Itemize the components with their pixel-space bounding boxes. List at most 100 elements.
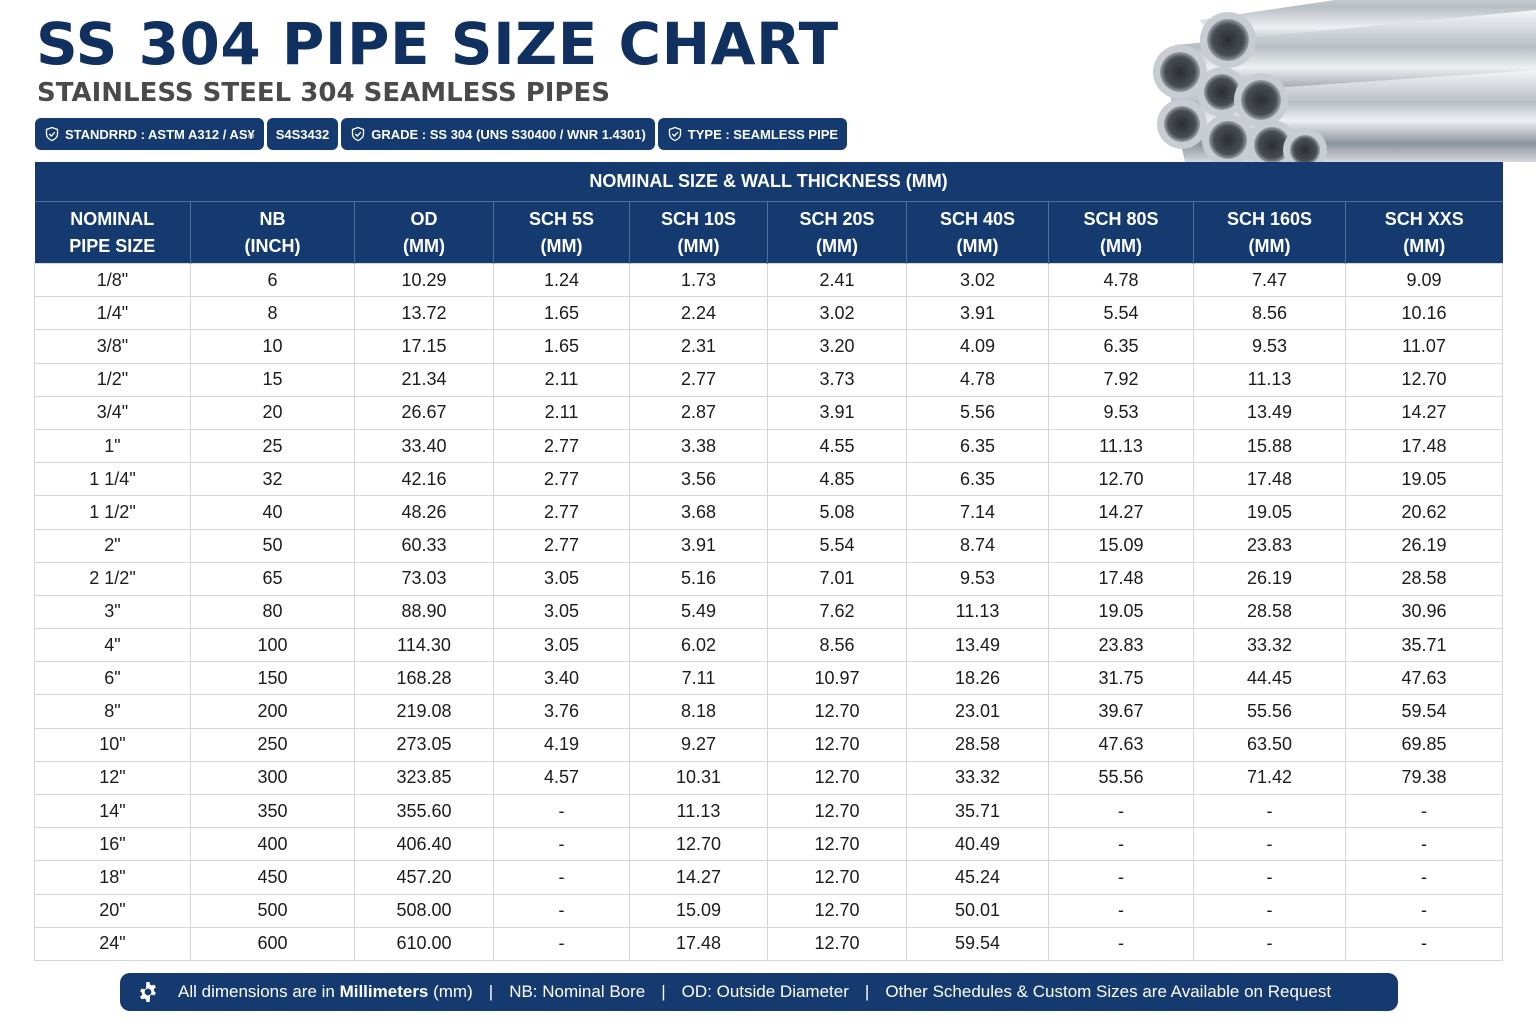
spec-badges: STANDRRD : ASTM A312 / AS¥ S4S3432 GRADE… [35, 118, 848, 150]
table-cell: 7.11 [629, 661, 768, 696]
table-cell: - [1344, 793, 1504, 829]
table-cell: 10 [190, 329, 355, 364]
table-cell: 48.26 [354, 495, 494, 530]
table-column-headers: NOMINAL PIPE SIZE NB (INCH) OD (MM) SCH 5S (MM)… [34, 201, 1503, 264]
table-cell: 20 [190, 395, 355, 430]
table-cell: - [1344, 893, 1504, 928]
grade-badge: GRADE : SS 304 (UNS S30400 / WNR 1.4301) [341, 118, 655, 150]
column-header-line1: NB [259, 208, 286, 229]
table-cell: 1.24 [493, 262, 630, 298]
table-cell: 610.00 [354, 926, 494, 961]
table-cell: 8" [34, 694, 191, 729]
table-cell: 79.38 [1344, 760, 1504, 796]
table-cell: 3.73 [767, 362, 907, 397]
table-cell: 12.70 [629, 827, 768, 862]
table-cell: 500 [190, 893, 355, 928]
table-cell: 600 [190, 926, 355, 961]
table-cell: 450 [190, 860, 355, 895]
table-cell: 12" [34, 760, 191, 796]
table-cell: 3.05 [493, 628, 630, 663]
table-cell: - [1193, 926, 1346, 961]
column-header-line2: (INCH) [244, 235, 301, 256]
table-cell: 5.08 [767, 495, 907, 530]
column-header: SCH XXS (MM) [1344, 201, 1503, 264]
column-header-line2: (MM) [956, 235, 999, 256]
table-row: 1 1/4" 32 42.16 2.77 3.56 4.85 6.35 12.70 17.48 1… [34, 462, 1504, 497]
table-cell: 8 [190, 296, 355, 331]
column-header-line1: SCH 5S [528, 208, 595, 229]
pipe-size-table-container: NOMINAL SIZE & WALL THICKNESS (MM) NOMIN… [34, 162, 1504, 961]
table-cell: 23.83 [1048, 628, 1194, 663]
column-header: SCH 160S (MM) [1193, 201, 1346, 264]
table-cell: 33.32 [1193, 628, 1346, 663]
table-cell: 3.02 [767, 296, 907, 331]
table-cell: - [1344, 926, 1504, 961]
table-cell: - [493, 793, 630, 829]
gear-icon [140, 982, 156, 1002]
table-cell: 3.76 [493, 694, 630, 729]
table-cell: 19.05 [1344, 462, 1504, 497]
table-cell: 2.11 [493, 395, 630, 430]
table-cell: 9.09 [1344, 262, 1504, 298]
table-cell: 1/8" [34, 262, 191, 298]
table-cell: 13.49 [906, 628, 1049, 663]
table-cell: 21.34 [354, 362, 494, 397]
table-cell: 10.29 [354, 262, 494, 298]
table-cell: 12.70 [767, 793, 907, 829]
table-cell: 44.45 [1193, 661, 1346, 696]
table-row: 3/8" 10 17.15 1.65 2.31 3.20 4.09 6.35 9.53 11.07 [34, 329, 1504, 364]
table-cell: 4.78 [906, 362, 1049, 397]
page-subtitle: STAINLESS STEEL 304 SEAMLESS PIPES [37, 78, 611, 108]
table-cell: 33.32 [906, 760, 1049, 796]
table-cell: 2.77 [493, 495, 630, 530]
table-row: 3" 80 88.90 3.05 5.49 7.62 11.13 19.05 28.58 30.9… [34, 594, 1504, 630]
table-cell: 3.05 [493, 594, 630, 630]
table-cell: 26.19 [1193, 561, 1346, 596]
table-cell: 457.20 [354, 860, 494, 895]
column-header: NOMINAL PIPE SIZE [34, 201, 191, 264]
table-row: 18" 450 457.20-14.27 12.70 45.24- - - [34, 860, 1504, 895]
table-cell: 10.16 [1344, 296, 1504, 331]
table-cell: - [1193, 827, 1346, 862]
page-title: SS 304 PIPE SIZE CHART [36, 10, 839, 78]
table-cell: 11.13 [906, 594, 1049, 630]
table-cell: 9.53 [1193, 329, 1346, 364]
table-cell: 10" [34, 727, 191, 762]
standard-code-badge: S4S3432 [266, 118, 339, 150]
table-cell: 2.77 [629, 362, 768, 397]
table-row: 24" 600 610.00-17.48 12.70 59.54- - - [34, 926, 1504, 961]
table-cell: 1/4" [34, 296, 191, 331]
table-cell: 8.74 [906, 528, 1049, 563]
table-row: 4" 100 114.30 3.05 6.02 8.56 13.49 23.83 33.32 35… [34, 628, 1504, 663]
table-cell: 150 [190, 661, 355, 696]
table-cell: 2.77 [493, 528, 630, 563]
table-cell: 10.31 [629, 760, 768, 796]
table-cell: 24" [34, 926, 191, 961]
table-cell: 17.48 [1193, 462, 1346, 497]
table-cell: 11.13 [1048, 428, 1194, 464]
table-cell: - [493, 926, 630, 961]
table-cell: 12.70 [1344, 362, 1504, 397]
table-cell: 17.15 [354, 329, 494, 364]
table-cell: 3.05 [493, 561, 630, 596]
table-row: 16" 400 406.40-12.70 12.70 40.49- - - [34, 827, 1504, 862]
table-cell: 4" [34, 628, 191, 663]
table-cell: 15 [190, 362, 355, 397]
table-cell: 3/8" [34, 329, 191, 364]
table-cell: 25 [190, 428, 355, 464]
table-cell: 2" [34, 528, 191, 563]
table-cell: 5.16 [629, 561, 768, 596]
table-cell: 18" [34, 860, 191, 895]
table-cell: 3.68 [629, 495, 768, 530]
table-row: 1 1/2" 40 48.26 2.77 3.68 5.08 7.14 14.27 19.05 2… [34, 495, 1504, 530]
table-cell: 3.02 [906, 262, 1049, 298]
table-cell: 12.70 [767, 926, 907, 961]
table-cell: 4.55 [767, 428, 907, 464]
table-cell: 14.27 [629, 860, 768, 895]
table-cell: - [1048, 793, 1194, 829]
footer-units-note: All dimensions are in Millimeters (mm) [178, 982, 473, 1001]
column-header-line1: SCH 10S [660, 208, 737, 229]
column-header-line2: (MM) [540, 235, 583, 256]
table-cell: 59.54 [1344, 694, 1504, 729]
table-cell: 31.75 [1048, 661, 1194, 696]
